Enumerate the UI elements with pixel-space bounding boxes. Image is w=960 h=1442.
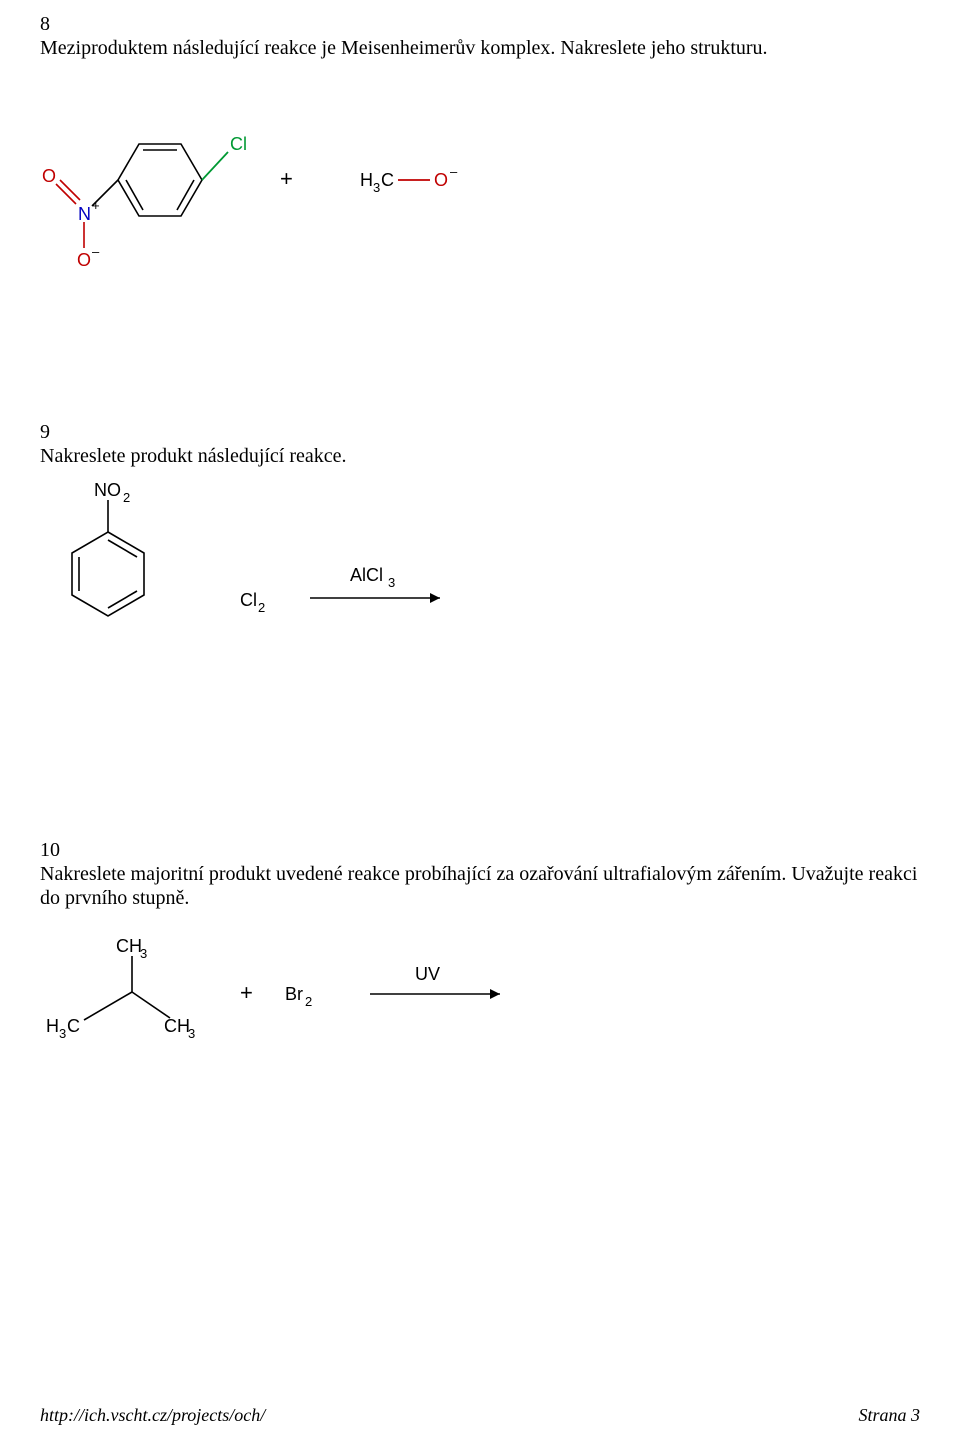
- h3c-3: 3: [373, 180, 380, 195]
- top-ch-3: 3: [140, 946, 147, 961]
- h3c-h: H: [360, 170, 373, 190]
- footer-left: http://ich.vscht.cz/projects/och/: [40, 1405, 265, 1426]
- q9-text: Nakreslete produkt následující reakce.: [40, 444, 920, 468]
- alcl3-main: AlCl: [350, 565, 383, 585]
- alcl3-sub: 3: [388, 575, 395, 590]
- right-ch-3: 3: [188, 1026, 195, 1041]
- top-ch: CH: [116, 936, 142, 956]
- uv-label: UV: [415, 964, 440, 984]
- br2-main: Br: [285, 984, 303, 1004]
- o-upper: O: [42, 166, 56, 186]
- q8-number: 8: [40, 12, 920, 36]
- q8-reaction: Cl N + O O – + H 3 C O –: [40, 70, 920, 270]
- right-ch: CH: [164, 1016, 190, 1036]
- q9-reaction: NO 2 Cl 2 AlCl 3: [40, 478, 920, 668]
- left-3: 3: [59, 1026, 66, 1041]
- q9-svg: NO 2 Cl 2 AlCl 3: [40, 478, 560, 668]
- q8-text: Meziproduktem následující reakce je Meis…: [40, 36, 920, 60]
- o-lower-minus: –: [92, 244, 100, 259]
- cl2-main: Cl: [240, 590, 257, 610]
- q10-plus: +: [240, 980, 253, 1005]
- footer-right: Strana 3: [858, 1405, 920, 1426]
- left-h: H: [46, 1016, 59, 1036]
- no2-sub: 2: [123, 490, 130, 505]
- left-c: C: [67, 1016, 80, 1036]
- cl-label: Cl: [230, 134, 247, 154]
- o-lower: O: [77, 250, 91, 270]
- methoxide-o: O: [434, 170, 448, 190]
- n-plus: +: [92, 198, 100, 213]
- q10-number: 10: [40, 838, 920, 862]
- q10-text: Nakreslete majoritní produkt uvedené rea…: [40, 862, 920, 910]
- plus-sign: +: [280, 166, 293, 191]
- q10-reaction: CH 3 H 3 C CH 3 + Br 2 UV: [40, 920, 920, 1060]
- cl2-sub: 2: [258, 600, 265, 615]
- no2-main: NO: [94, 480, 121, 500]
- methoxide-minus: –: [450, 164, 458, 179]
- q8-svg: Cl N + O O – + H 3 C O –: [40, 70, 540, 270]
- br2-sub: 2: [305, 994, 312, 1009]
- q9-number: 9: [40, 420, 920, 444]
- h3c-c: C: [381, 170, 394, 190]
- q10-svg: CH 3 H 3 C CH 3 + Br 2 UV: [40, 920, 560, 1060]
- n-label: N: [78, 204, 91, 224]
